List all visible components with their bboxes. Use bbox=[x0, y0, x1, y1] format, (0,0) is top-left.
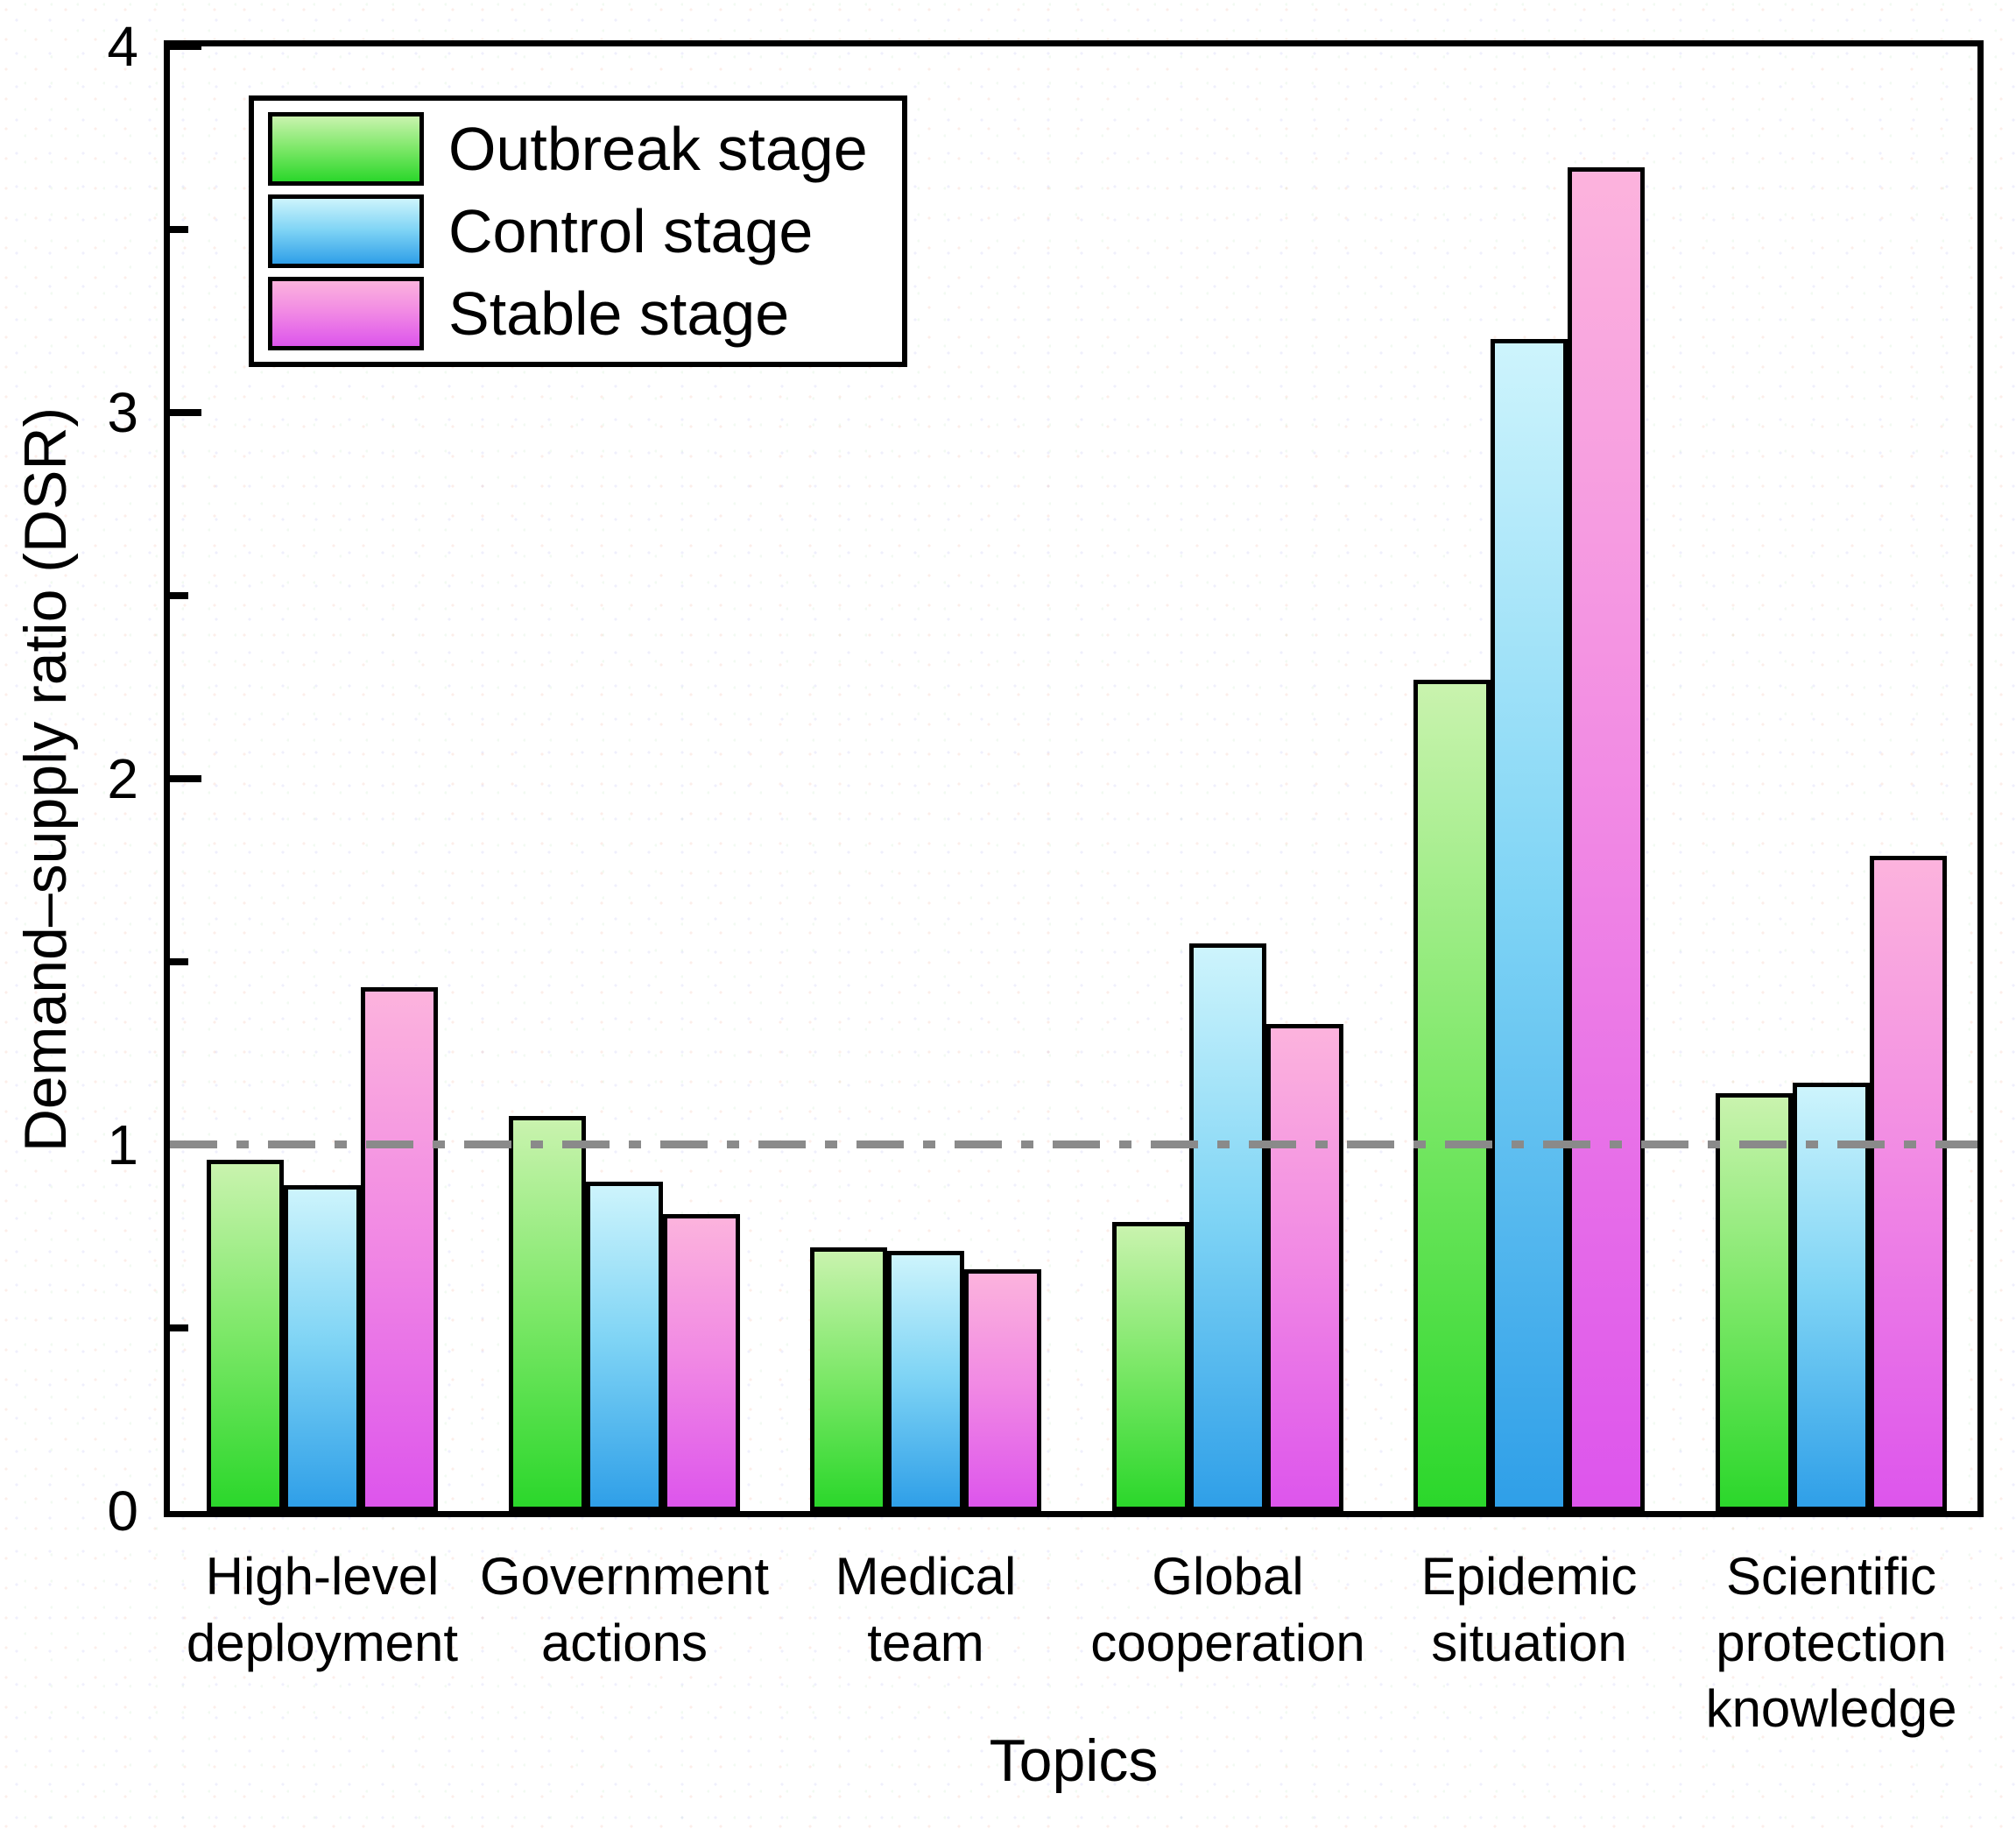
plot-area: Outbreak stage Control stage Stable stag… bbox=[164, 40, 1984, 1517]
legend-label-outbreak: Outbreak stage bbox=[448, 115, 868, 183]
legend-label-control: Control stage bbox=[448, 197, 814, 265]
y-tick-label: 2 bbox=[107, 747, 138, 810]
x-category-label: Epidemic situation bbox=[1420, 1547, 1638, 1672]
legend-item-control-stage: Control stage bbox=[268, 194, 902, 268]
x-category-label: Scientific protection knowledge bbox=[1705, 1547, 1957, 1739]
bar-stable-stage-high-level bbox=[361, 987, 438, 1511]
y-tick-label: 3 bbox=[107, 381, 138, 444]
bar-control-stage-scientific bbox=[1793, 1083, 1870, 1511]
y-major-tick bbox=[170, 43, 201, 50]
y-minor-tick bbox=[170, 1324, 188, 1331]
reference-line-dsr-1 bbox=[170, 1140, 1977, 1148]
bar-outbreak-stage-global bbox=[1112, 1222, 1189, 1511]
bar-stable-stage-epidemic bbox=[1568, 167, 1645, 1511]
bar-control-stage-medical bbox=[887, 1251, 964, 1511]
y-major-tick bbox=[170, 775, 201, 782]
x-category-label: Global cooperation bbox=[1090, 1547, 1365, 1672]
bar-stable-stage-government bbox=[663, 1214, 740, 1511]
bar-outbreak-stage-government bbox=[509, 1116, 586, 1511]
bar-stable-stage-scientific bbox=[1870, 856, 1947, 1511]
bar-control-stage-high-level bbox=[284, 1185, 361, 1511]
legend: Outbreak stage Control stage Stable stag… bbox=[249, 95, 907, 367]
legend-swatch-control-icon bbox=[268, 194, 424, 268]
y-tick-label: 1 bbox=[107, 1113, 138, 1176]
bar-control-stage-government bbox=[586, 1182, 663, 1511]
bar-control-stage-epidemic bbox=[1491, 339, 1568, 1511]
bar-stable-stage-medical bbox=[964, 1269, 1041, 1511]
y-minor-tick bbox=[170, 958, 188, 965]
legend-label-stable: Stable stage bbox=[448, 279, 790, 348]
bar-outbreak-stage-medical bbox=[810, 1247, 887, 1511]
bar-outbreak-stage-epidemic bbox=[1413, 680, 1491, 1511]
y-tick-label: 0 bbox=[107, 1479, 138, 1543]
y-minor-tick bbox=[170, 592, 188, 599]
y-major-tick bbox=[170, 409, 201, 416]
bar-outbreak-stage-high-level bbox=[207, 1160, 284, 1511]
bar-control-stage-global bbox=[1189, 943, 1266, 1511]
bar-outbreak-stage-scientific bbox=[1716, 1093, 1793, 1511]
bar-stable-stage-global bbox=[1266, 1024, 1343, 1511]
x-category-label: High-level deployment bbox=[186, 1547, 459, 1672]
x-category-label: Medical team bbox=[835, 1547, 1017, 1672]
legend-swatch-outbreak-icon bbox=[268, 112, 424, 186]
legend-item-stable-stage: Stable stage bbox=[268, 277, 902, 350]
y-tick-label: 4 bbox=[107, 15, 138, 78]
legend-item-outbreak-stage: Outbreak stage bbox=[268, 112, 902, 186]
x-category-label: Government actions bbox=[479, 1547, 770, 1672]
x-axis-title: Topics bbox=[989, 1727, 1159, 1794]
y-minor-tick bbox=[170, 226, 188, 233]
legend-swatch-stable-icon bbox=[268, 277, 424, 350]
